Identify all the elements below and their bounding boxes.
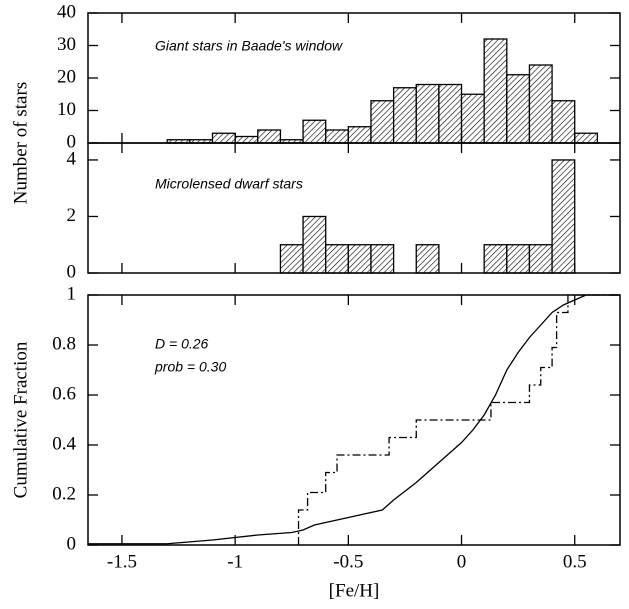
x-tick-label: 0	[457, 551, 467, 572]
plot-frame	[87, 294, 621, 546]
bar	[438, 83, 463, 144]
bar	[279, 244, 304, 274]
annotation: prob = 0.30	[154, 359, 226, 375]
plot-frame	[87, 142, 621, 274]
y-tick-label: 1	[67, 283, 77, 304]
y-tick-label: 20	[57, 66, 76, 87]
annotation: Microlensed dwarf stars	[155, 176, 303, 192]
bar	[347, 244, 372, 274]
y-tick-label: 0.2	[52, 483, 76, 504]
bar	[302, 215, 327, 274]
y-tick-label: 2	[67, 205, 77, 226]
bar	[528, 244, 553, 274]
x-tick-label: -1.5	[107, 551, 137, 572]
y-tick-label: 0	[67, 261, 77, 282]
y-tick-label: 10	[57, 99, 76, 120]
y-tick-label: 4	[67, 148, 77, 169]
x-tick-label: -0.5	[333, 551, 363, 572]
bar	[415, 244, 440, 274]
bar	[506, 74, 531, 144]
x-tick-label: 0.5	[563, 551, 587, 572]
bar	[415, 83, 440, 144]
cumulative-line	[88, 294, 620, 545]
cumulative-line	[297, 294, 620, 545]
y-axis-label: Cumulative Fraction	[10, 341, 31, 498]
bar	[506, 244, 531, 274]
y-tick-label: 40	[57, 1, 76, 22]
annotation: D = 0.26	[155, 336, 209, 352]
x-axis-label: [Fe/H]	[329, 580, 380, 601]
bar	[234, 135, 259, 144]
bar	[325, 129, 349, 144]
bar	[528, 64, 553, 144]
bar	[551, 100, 576, 144]
y-tick-label: 0.8	[52, 333, 76, 354]
y-axis-label: Number of stars	[10, 82, 31, 204]
bar	[257, 129, 282, 144]
bar	[211, 132, 236, 144]
y-tick-label: 0.4	[52, 433, 76, 454]
y-tick-label: 0	[67, 533, 77, 554]
bar	[370, 244, 395, 274]
annotation: Giant stars in Baade's window	[155, 38, 343, 54]
bar	[483, 244, 508, 274]
bar	[574, 132, 599, 144]
x-tick-label: -1	[227, 551, 243, 572]
bar	[302, 119, 327, 144]
bar	[483, 38, 508, 144]
bar	[347, 126, 372, 144]
y-tick-label: 0	[67, 131, 77, 152]
y-tick-label: 30	[57, 34, 76, 55]
bar	[460, 93, 485, 144]
bar	[551, 159, 576, 274]
bar	[392, 87, 417, 144]
bar	[325, 244, 349, 274]
y-tick-label: 0.6	[52, 383, 76, 404]
bar	[370, 100, 395, 144]
